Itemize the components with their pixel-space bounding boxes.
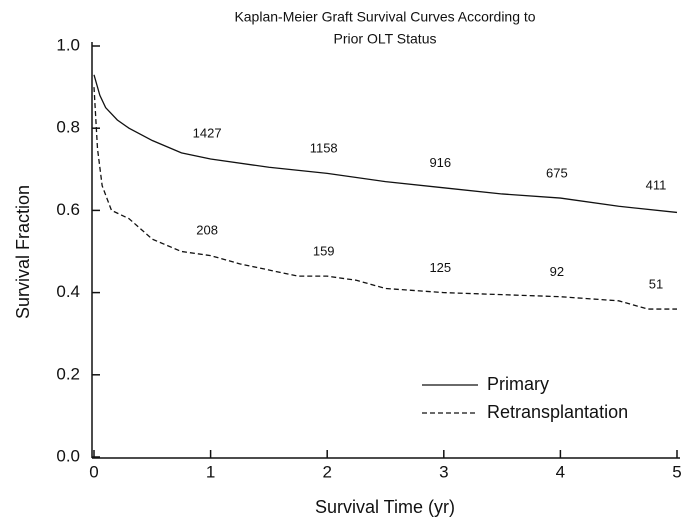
x-tick-label: 2 [322,462,331,481]
x-tick-label: 3 [439,462,448,481]
chart-title: Kaplan-Meier Graft Survival Curves Accor… [234,9,535,25]
at-risk-label: 159 [313,244,335,259]
at-risk-label: 1427 [193,126,222,141]
at-risk-label: 51 [649,276,663,291]
y-tick-label: 0.4 [56,282,80,301]
survival-curve [93,87,677,310]
x-tick-label: 1 [206,462,215,481]
survival-curve [93,74,678,214]
at-risk-label: 92 [550,264,564,279]
at-risk-label: 125 [429,260,451,275]
x-tick-label: 4 [556,462,565,481]
y-tick-label: 0.2 [56,364,80,383]
x-tick-label: 5 [672,462,681,481]
y-tick-label: 0.8 [56,118,80,137]
legend-label: Primary [487,374,549,394]
at-risk-label: 411 [646,178,667,193]
at-risk-label: 1158 [310,140,338,155]
y-axis-label: Survival Fraction [13,185,33,319]
legend-label: Retransplantation [487,402,628,422]
chart-title: Prior OLT Status [334,31,437,47]
x-tick-label: 0 [89,462,98,481]
y-tick-label: 0.0 [56,446,80,465]
at-risk-label: 208 [196,223,218,238]
at-risk-label: 675 [546,165,568,180]
at-risk-label: 916 [429,155,451,170]
y-tick-label: 0.6 [56,200,80,219]
y-tick-label: 1.0 [56,35,80,54]
x-axis-label: Survival Time (yr) [315,497,455,517]
